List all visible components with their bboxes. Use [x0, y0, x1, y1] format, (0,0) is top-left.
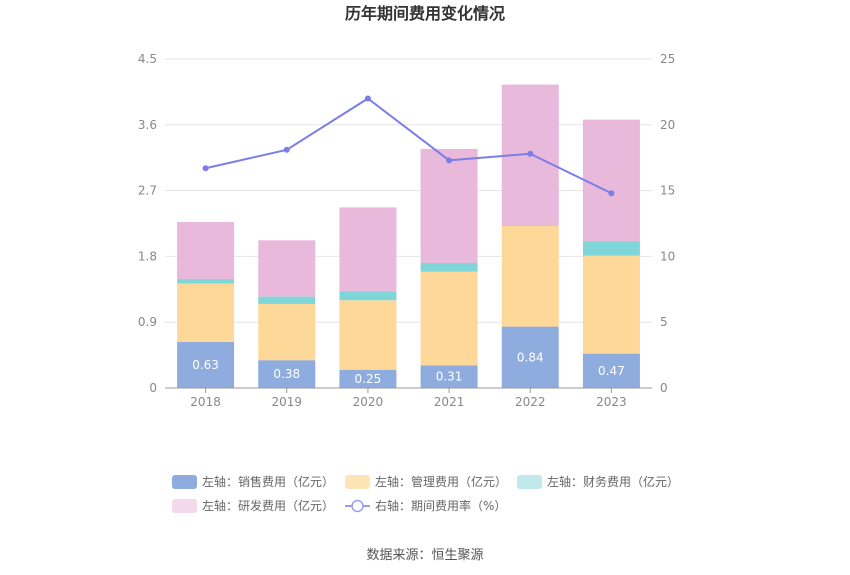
x-tick-label: 2022: [515, 395, 546, 409]
right-tick-label: 20: [660, 118, 675, 132]
bar-segment-3: [582, 119, 640, 242]
left-tick-label: 0: [149, 381, 157, 395]
bar-segment-1: [339, 300, 397, 370]
bar-segment-1: [420, 271, 478, 366]
rate-point: [202, 165, 209, 172]
legend-swatch: [172, 499, 197, 513]
right-tick-label: 0: [660, 381, 668, 395]
x-tick-label: 2018: [190, 395, 221, 409]
legend-label: 左轴：研发费用（亿元）: [202, 498, 334, 513]
grid-lines: [165, 58, 652, 323]
bar-segment-2: [177, 279, 235, 284]
bar-segment-1: [177, 283, 235, 342]
source-note: 数据来源：恒生聚源: [366, 548, 483, 563]
x-tick-label: 2019: [271, 395, 302, 409]
axes: 0 0.9 1.8 2.7 3.6 4.5 0 5 10 15 20 25 2018 2019 2020 20…: [138, 52, 675, 409]
bar-segment-2: [339, 291, 397, 301]
rate-point: [446, 157, 453, 164]
bar-segment-0: [582, 353, 640, 388]
x-tick-label: 2021: [434, 395, 465, 409]
bar-segment-2: [258, 296, 316, 304]
left-tick-label: 2.7: [138, 184, 157, 198]
bar-segment-2: [582, 241, 640, 256]
right-tick-label: 5: [660, 315, 668, 329]
bar-segment-1: [501, 225, 559, 327]
bar-data-label: 0.63: [192, 358, 219, 372]
legend: 左轴：销售费用（亿元） 左轴：管理费用（亿元） 左轴：财务费用（亿元） 左轴：研发费用…: [172, 474, 679, 513]
bar-segment-0: [258, 360, 316, 388]
bar-segment-3: [420, 148, 478, 263]
bar-segment-3: [339, 207, 397, 292]
bar-segment-1: [582, 255, 640, 354]
bar-data-label: 0.47: [598, 364, 625, 378]
bar-segment-2: [501, 224, 559, 226]
rate-point: [364, 95, 371, 102]
bar-segment-2: [420, 262, 478, 272]
bar-segment-0: [501, 326, 559, 388]
rate-point: [527, 150, 534, 157]
rate-line: [202, 95, 615, 197]
left-tick-label: 4.5: [138, 52, 157, 66]
right-tick-label: 15: [660, 184, 675, 198]
left-tick-label: 1.8: [138, 249, 157, 263]
bar-segment-1: [258, 303, 316, 361]
rate-point: [283, 146, 290, 153]
rate-line-path: [205, 97, 612, 195]
legend-swatch: [517, 475, 542, 489]
bar-segment-3: [258, 240, 316, 297]
left-tick-label: 3.6: [138, 118, 157, 132]
bars: 0.63 0.38 0.25 0.31 0.84 0.47: [177, 84, 640, 388]
legend-swatch: [172, 475, 197, 489]
right-tick-label: 10: [660, 249, 675, 263]
x-tick-label: 2023: [596, 395, 627, 409]
bar-data-label: 0.31: [436, 370, 463, 384]
legend-label: 左轴：财务费用（亿元）: [547, 474, 679, 489]
right-tick-label: 25: [660, 52, 675, 66]
left-tick-label: 0.9: [138, 315, 157, 329]
bar-data-label: 0.25: [355, 372, 382, 386]
bar-segment-0: [339, 369, 397, 388]
chart-title: 历年期间费用变化情况: [345, 4, 505, 23]
bar-data-label: 0.38: [273, 367, 300, 381]
bar-segment-3: [177, 222, 235, 280]
legend-label: 左轴：管理费用（亿元）: [375, 474, 507, 489]
bar-segment-0: [420, 365, 478, 388]
legend-circle-symbol: [351, 499, 364, 513]
legend-label: 右轴：期间费用率（%）: [375, 498, 506, 513]
legend-swatch: [345, 475, 370, 489]
legend-label: 左轴：销售费用（亿元）: [202, 474, 334, 489]
bar-data-label: 0.84: [517, 350, 544, 364]
rate-point: [608, 190, 615, 197]
x-tick-label: 2020: [353, 395, 384, 409]
bar-segment-0: [177, 341, 235, 388]
